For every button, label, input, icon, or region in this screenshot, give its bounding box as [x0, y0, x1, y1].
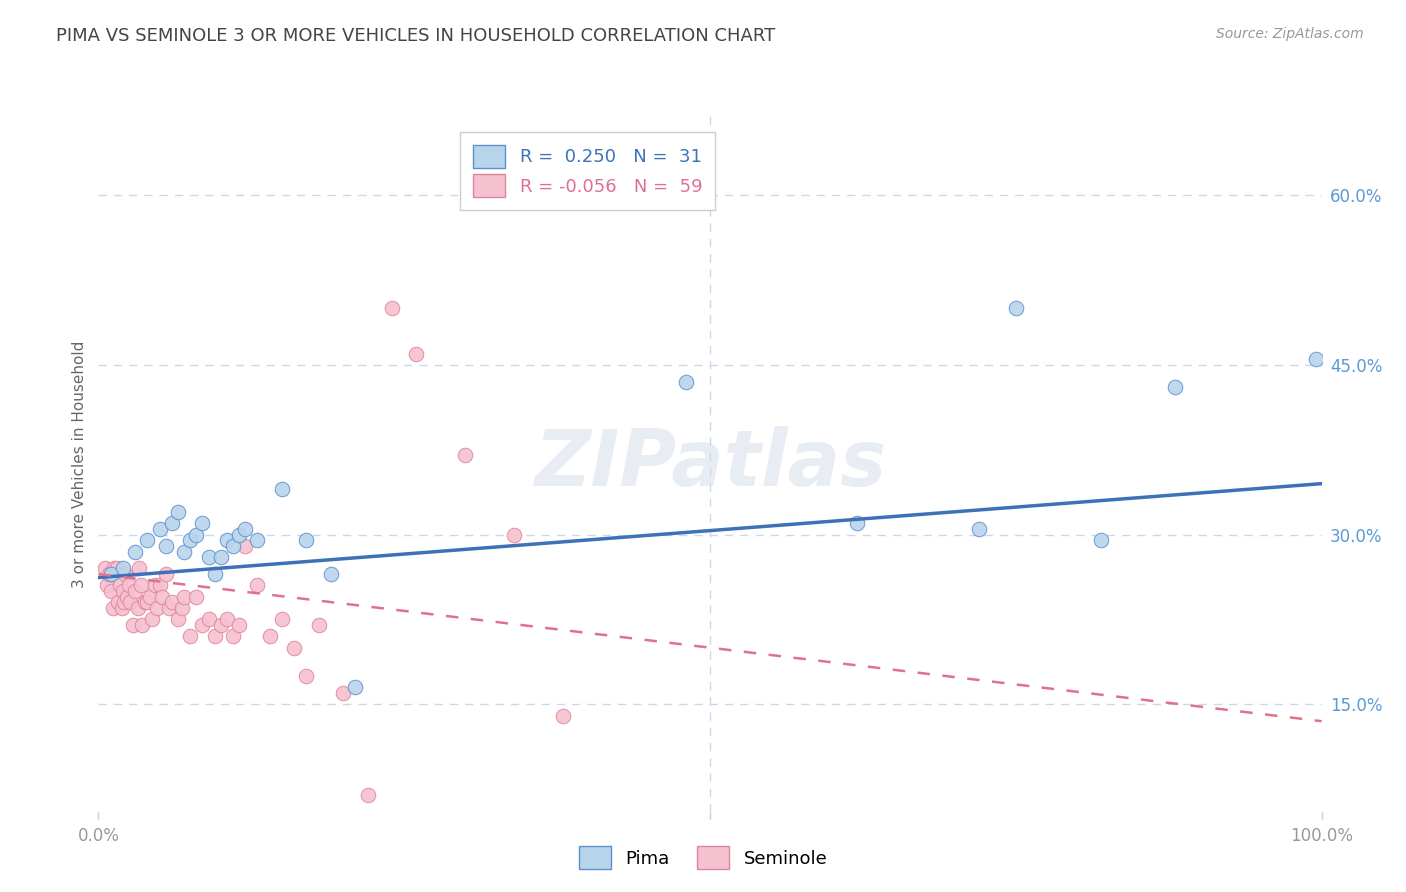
- Point: [155, 539, 177, 553]
- Point: [111, 584, 134, 599]
- Point: [1164, 380, 1187, 394]
- Point: [136, 595, 159, 609]
- Point: [107, 595, 129, 609]
- Point: [96, 578, 118, 592]
- Point: [319, 567, 342, 582]
- Point: [160, 516, 183, 531]
- Point: [209, 618, 232, 632]
- Point: [101, 601, 124, 615]
- Point: [344, 680, 367, 694]
- Text: PIMA VS SEMINOLE 3 OR MORE VEHICLES IN HOUSEHOLD CORRELATION CHART: PIMA VS SEMINOLE 3 OR MORE VEHICLES IN H…: [56, 27, 776, 45]
- Point: [295, 669, 318, 683]
- Point: [1305, 352, 1327, 367]
- Point: [186, 590, 208, 604]
- Point: [118, 578, 141, 592]
- Point: [553, 708, 575, 723]
- Point: [167, 612, 190, 626]
- Point: [112, 595, 135, 609]
- Text: Source: ZipAtlas.com: Source: ZipAtlas.com: [1216, 27, 1364, 41]
- Point: [197, 612, 219, 626]
- Point: [246, 578, 269, 592]
- Point: [209, 550, 232, 565]
- Point: [233, 539, 256, 553]
- Text: ZIPatlas: ZIPatlas: [534, 425, 886, 502]
- Point: [124, 544, 146, 558]
- Point: [111, 601, 134, 615]
- Point: [332, 686, 354, 700]
- Point: [103, 561, 125, 575]
- Point: [146, 601, 169, 615]
- Point: [270, 612, 294, 626]
- Point: [246, 533, 269, 548]
- Point: [191, 618, 214, 632]
- Point: [1090, 533, 1112, 548]
- Point: [179, 533, 201, 548]
- Point: [150, 590, 173, 604]
- Point: [173, 590, 195, 604]
- Point: [98, 567, 121, 582]
- Point: [215, 612, 238, 626]
- Point: [204, 629, 226, 643]
- Y-axis label: 3 or more Vehicles in Household: 3 or more Vehicles in Household: [72, 340, 87, 588]
- Point: [170, 601, 193, 615]
- Point: [283, 640, 305, 655]
- Point: [149, 578, 172, 592]
- Point: [228, 618, 250, 632]
- Point: [173, 544, 195, 558]
- Point: [308, 618, 330, 632]
- Point: [149, 522, 172, 536]
- Point: [270, 483, 294, 497]
- Point: [139, 590, 162, 604]
- Point: [160, 595, 183, 609]
- Point: [233, 522, 256, 536]
- Point: [1004, 301, 1026, 316]
- Point: [222, 539, 245, 553]
- Point: [179, 629, 201, 643]
- Point: [131, 618, 153, 632]
- Point: [110, 578, 132, 592]
- Point: [222, 629, 245, 643]
- Point: [675, 375, 697, 389]
- Point: [381, 301, 404, 316]
- Point: [845, 516, 868, 531]
- Point: [93, 561, 115, 575]
- Point: [129, 578, 152, 592]
- Point: [228, 527, 250, 541]
- Point: [259, 629, 281, 643]
- Point: [295, 533, 318, 548]
- Point: [111, 561, 134, 575]
- Point: [124, 584, 146, 599]
- Point: [114, 567, 136, 582]
- Point: [356, 788, 378, 802]
- Point: [503, 527, 526, 541]
- Point: [136, 533, 159, 548]
- Legend: Pima, Seminole: Pima, Seminole: [569, 838, 837, 879]
- Point: [115, 590, 138, 604]
- Point: [215, 533, 238, 548]
- Point: [143, 578, 166, 592]
- Point: [141, 612, 163, 626]
- Point: [128, 561, 150, 575]
- Point: [186, 527, 208, 541]
- Point: [191, 516, 214, 531]
- Point: [134, 595, 156, 609]
- Point: [120, 595, 142, 609]
- Point: [121, 618, 143, 632]
- Point: [405, 346, 427, 360]
- Point: [204, 567, 226, 582]
- Point: [155, 567, 177, 582]
- Point: [105, 561, 128, 575]
- Point: [967, 522, 990, 536]
- Point: [100, 567, 122, 582]
- Point: [197, 550, 219, 565]
- Legend: R =  0.250   N =  31, R = -0.056   N =  59: R = 0.250 N = 31, R = -0.056 N = 59: [460, 132, 716, 210]
- Point: [100, 584, 122, 599]
- Point: [157, 601, 180, 615]
- Point: [167, 505, 190, 519]
- Point: [127, 601, 149, 615]
- Point: [454, 448, 477, 462]
